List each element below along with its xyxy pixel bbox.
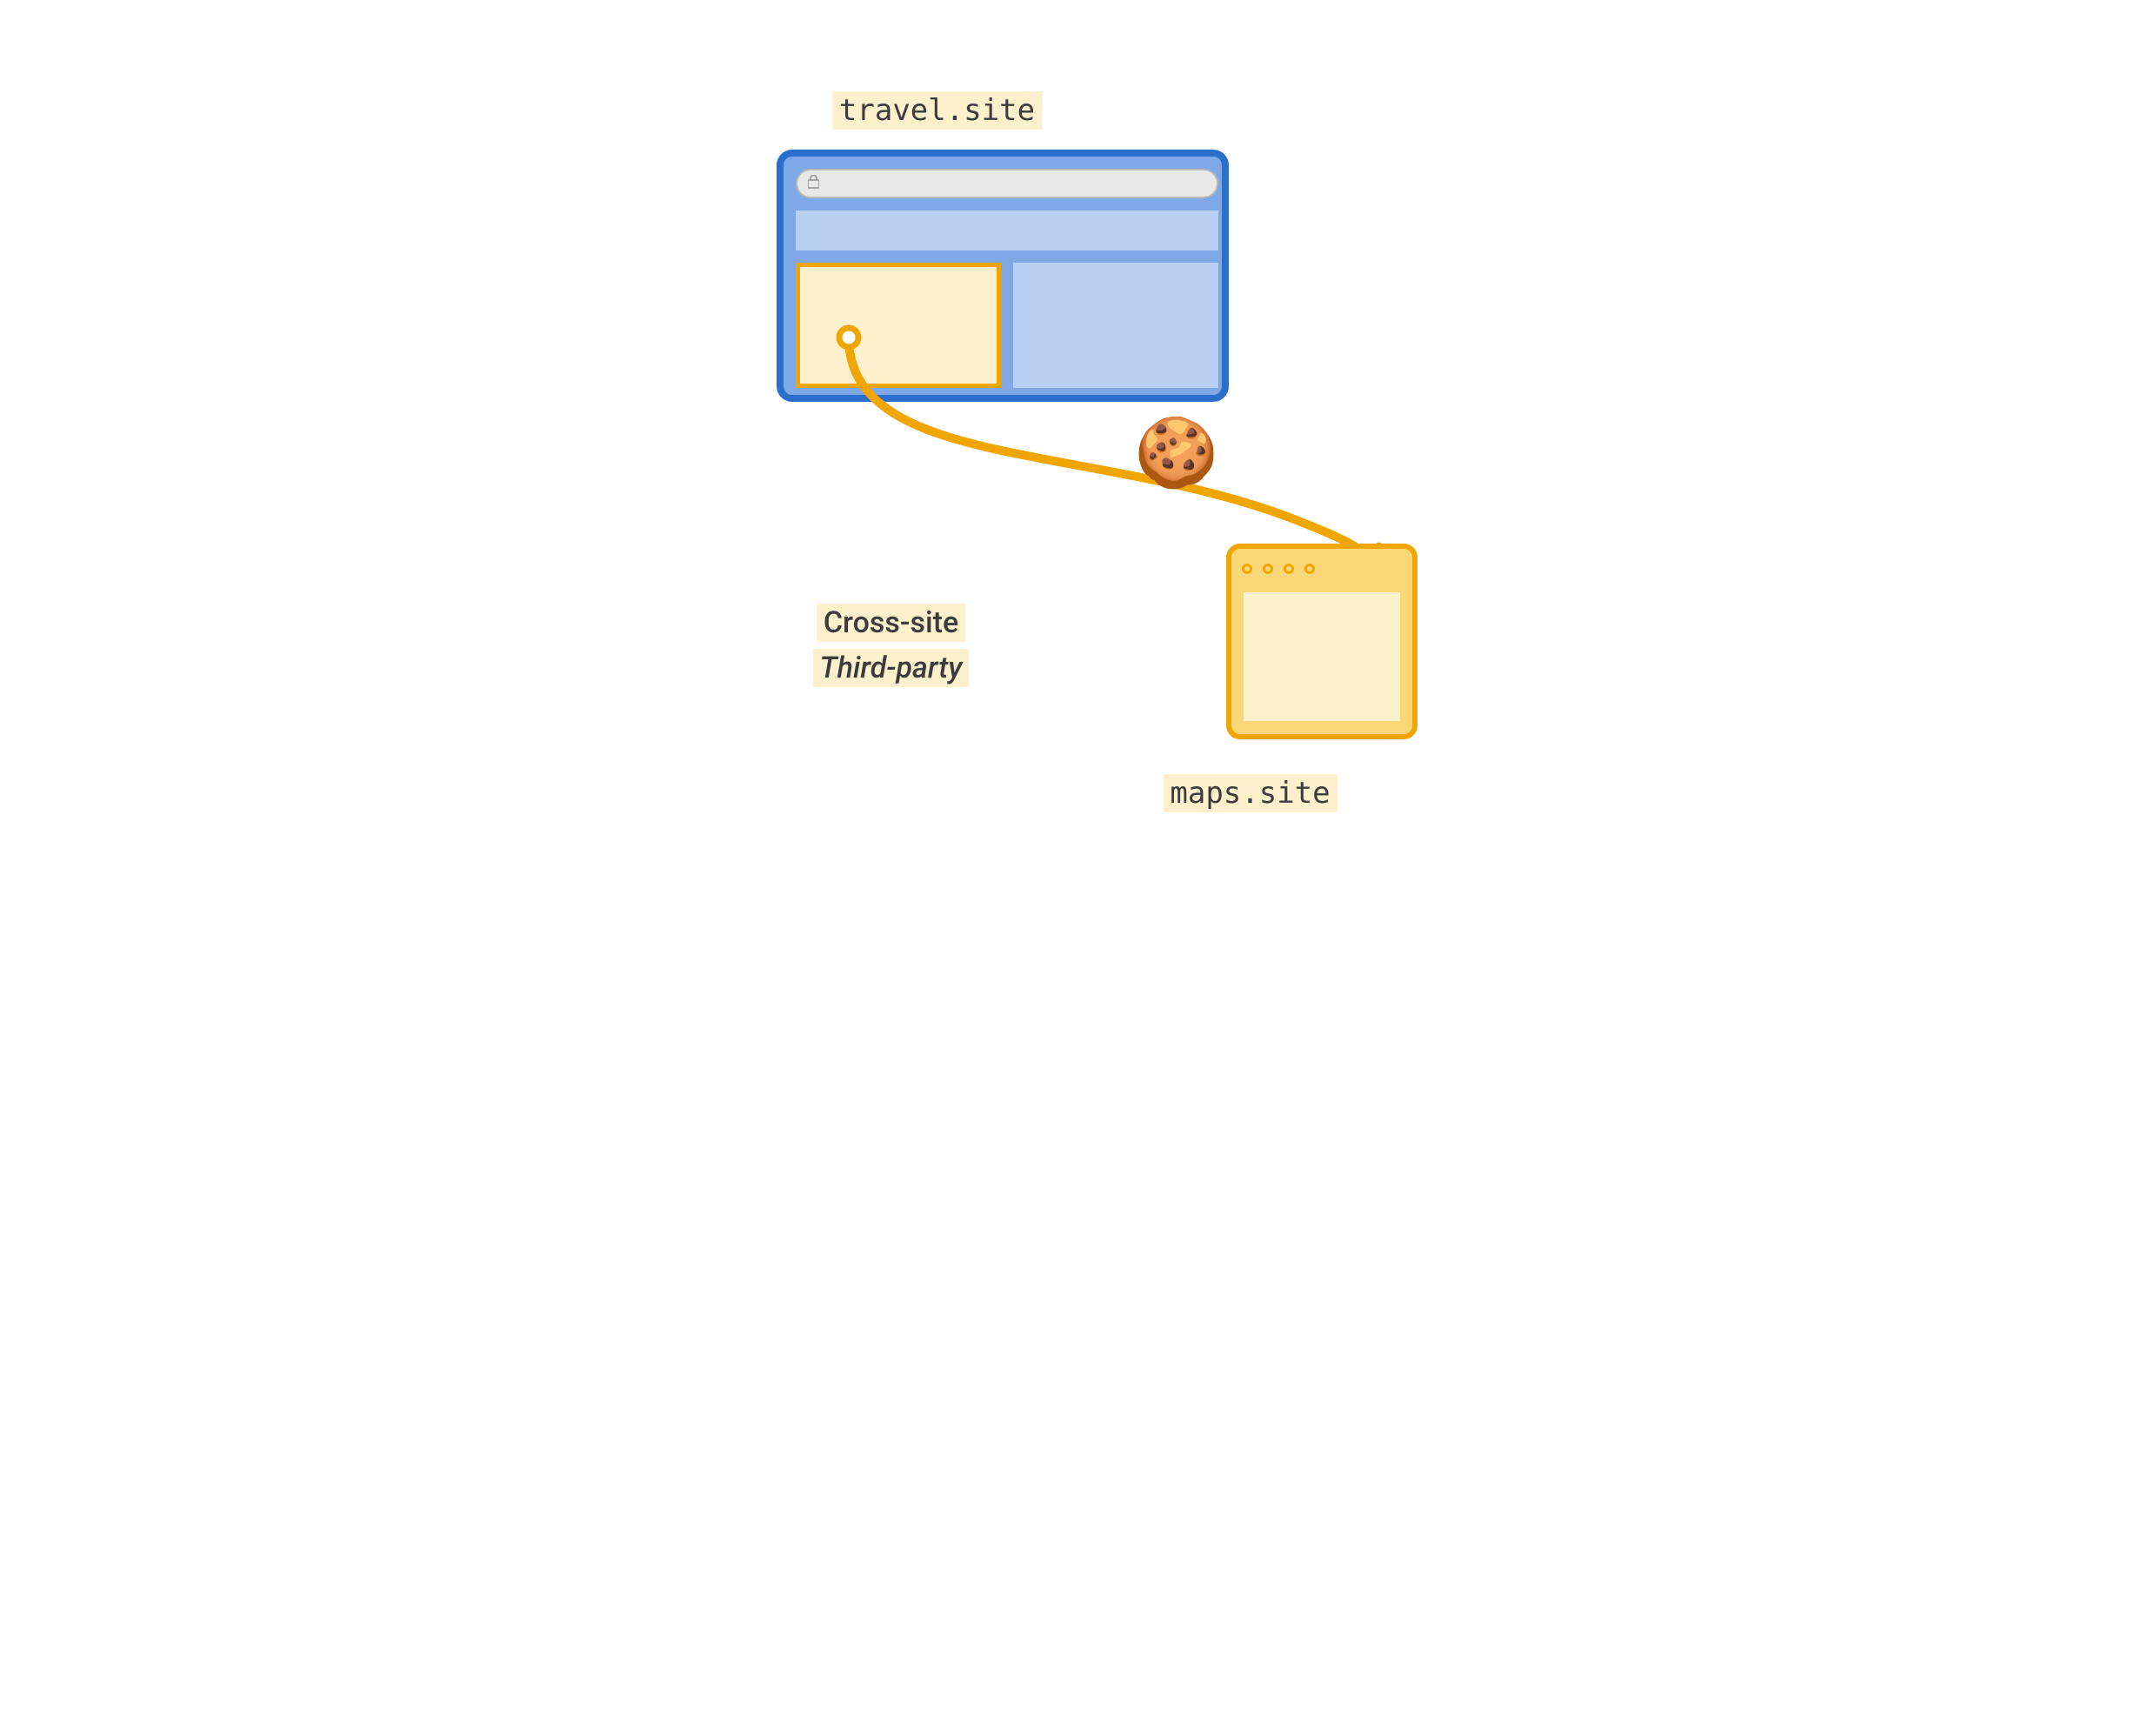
maps-window [1226, 544, 1418, 739]
window-dot-icon [1263, 564, 1273, 574]
maps-window-titlebar [1231, 549, 1412, 588]
window-dot-icon [1284, 564, 1294, 574]
window-dot-icon [1304, 564, 1315, 574]
maps-window-body [1244, 592, 1400, 721]
label-maps-site: maps.site [1163, 774, 1337, 812]
label-cross-site: Cross-site [817, 604, 965, 642]
arrow-overlay [537, 0, 1611, 868]
cookie-icon: 🍪 [1134, 420, 1218, 488]
arrow-path [849, 337, 1377, 570]
arrow-start-dot [839, 328, 858, 347]
label-travel-site: travel.site [832, 91, 1042, 130]
label-third-party: Third-party [813, 649, 970, 687]
window-dot-icon [1242, 564, 1252, 574]
diagram-stage: 🍪 travel.site maps.site Cross-site Third… [537, 0, 1611, 868]
